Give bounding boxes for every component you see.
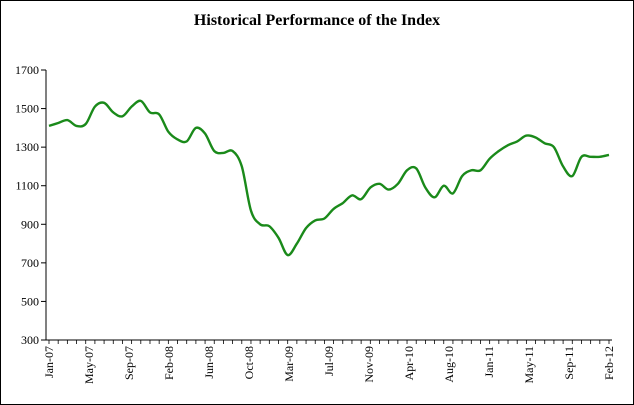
y-tick-label: 1100	[15, 179, 39, 193]
x-tick-label: Sep-11	[562, 346, 576, 380]
y-tick-label: 1500	[15, 102, 39, 116]
x-tick-label: Jul-09	[322, 346, 336, 376]
y-axis-ticks: 300 500 700 900 1100 1300 1500 1700	[15, 63, 46, 347]
axes	[45, 70, 612, 341]
index-series-line	[48, 99, 610, 257]
x-tick-label: May-11	[522, 346, 536, 384]
series-group	[48, 99, 610, 257]
x-tick-label: Jun-08	[202, 346, 216, 379]
x-tick-label: May-07	[82, 346, 96, 384]
y-tick-label: 1700	[15, 63, 39, 77]
x-tick-label: Feb-08	[162, 346, 176, 380]
x-tick-label: Mar-09	[282, 346, 296, 382]
y-tick-label: 900	[21, 217, 39, 231]
x-tick-label: Feb-12	[602, 346, 616, 380]
y-tick-label: 1300	[15, 140, 39, 154]
x-tick-label: Apr-10	[402, 346, 416, 380]
x-tick-label: Jan-07	[42, 346, 56, 378]
x-axis-ticks: Jan-07 May-07 Sep-07 Feb-08 Jun-08 Oct-08 Mar-…	[42, 340, 616, 384]
x-tick-label: Nov-09	[362, 346, 376, 383]
x-tick-label: Jan-11	[482, 346, 496, 378]
x-tick-label: Sep-07	[122, 346, 136, 380]
y-tick-label: 300	[21, 333, 39, 347]
x-tick-label: Oct-08	[242, 346, 256, 379]
y-tick-label: 700	[21, 256, 39, 270]
chart-title: Historical Performance of the Index	[193, 12, 441, 29]
x-tick-label: Aug-10	[442, 346, 456, 383]
y-tick-label: 500	[21, 294, 39, 308]
